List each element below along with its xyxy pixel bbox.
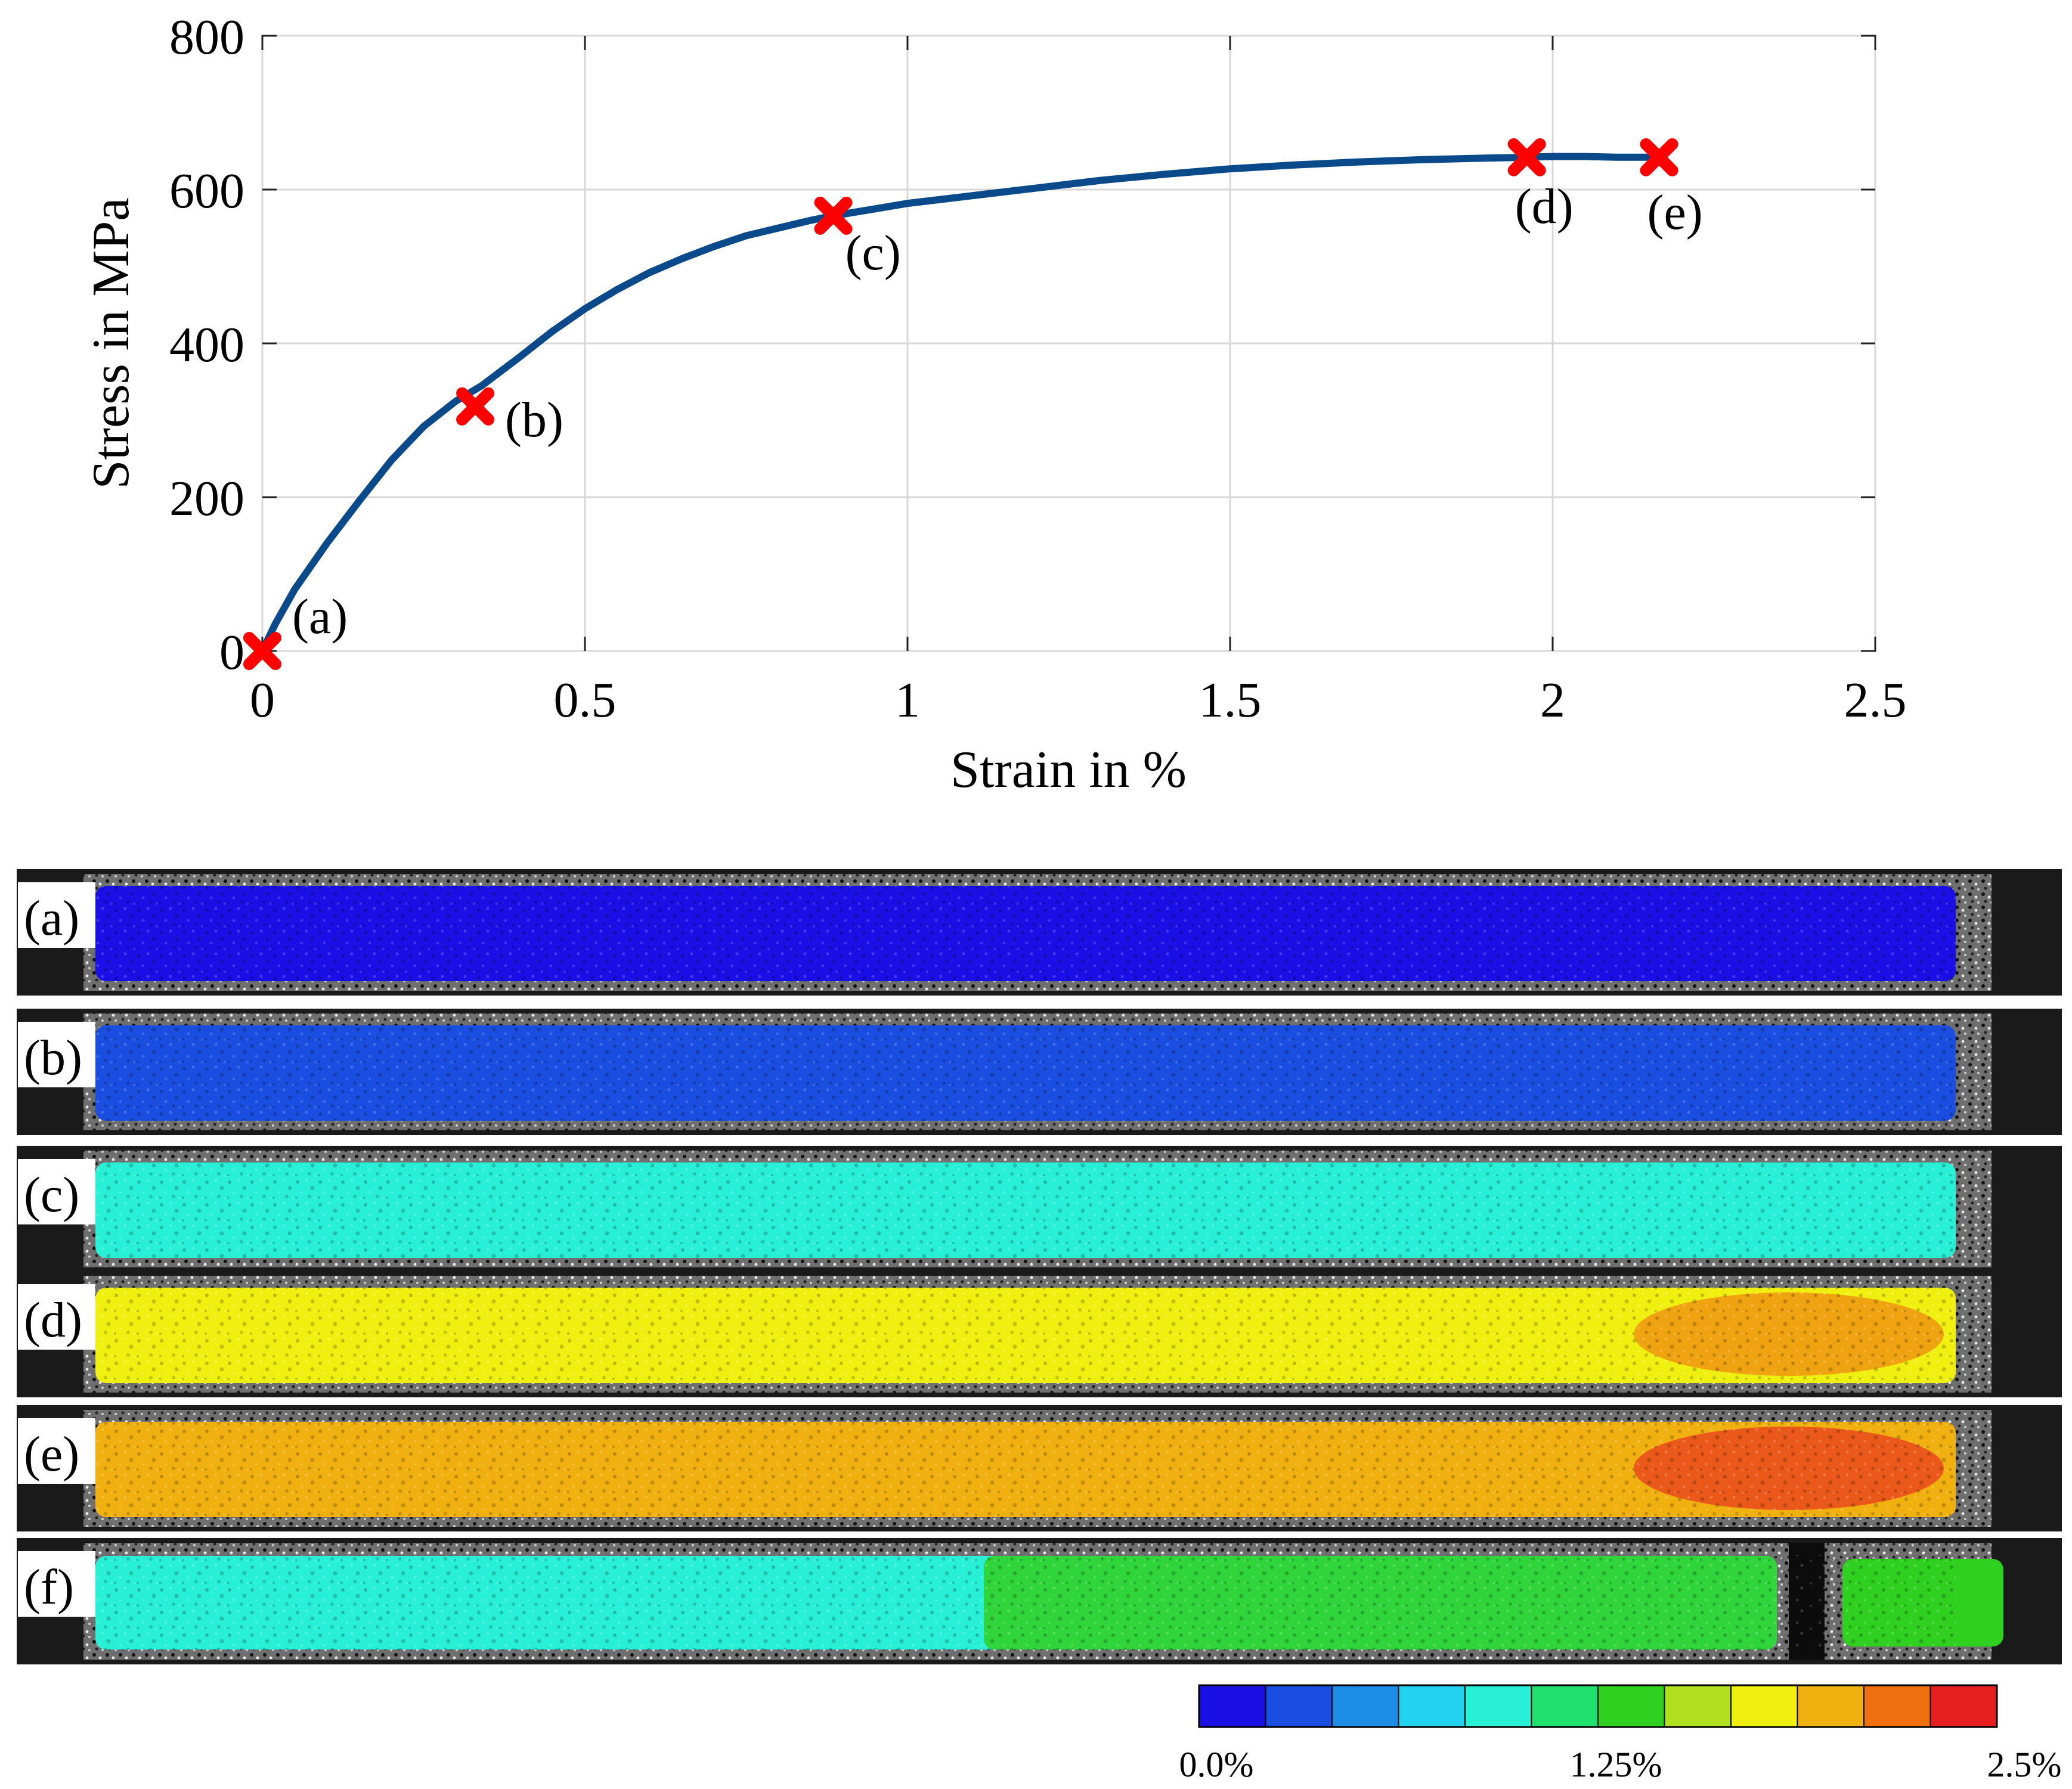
colorbar-mid-label: 1.25% [1570, 1745, 1662, 1784]
y-tick-label: 0 [219, 625, 244, 680]
gridlines [261, 35, 1876, 652]
speckle-overlay [95, 1555, 1956, 1650]
y-tick-label: 600 [169, 163, 244, 219]
dic-strip: (f) [17, 1538, 2062, 1664]
stress-strain-curve [259, 153, 1663, 655]
strip-label-box [18, 1022, 95, 1087]
axis-ticks [261, 35, 1876, 652]
colorbar-cell [1664, 1685, 1732, 1728]
dic-strip: (e) [17, 1405, 2062, 1531]
dic-strip: (c) [17, 1146, 2062, 1272]
x-tick-label: 2.5 [1844, 672, 1907, 728]
x-tick-label: 2 [1540, 672, 1565, 728]
dic-strip: (a) [17, 869, 2062, 996]
data-marker [1640, 138, 1678, 176]
colorbar-cell [1863, 1685, 1931, 1728]
dic-strip: (b) [17, 1009, 2062, 1135]
data-marker [814, 196, 853, 235]
colorbar-cell [1597, 1685, 1665, 1728]
x-tick-label: 1 [895, 672, 920, 728]
x-tick-label: 0 [250, 672, 275, 728]
strip-label-box [18, 1159, 95, 1224]
y-tick-label: 800 [169, 10, 244, 65]
marker-label: (b) [505, 392, 563, 448]
colorbar-cell [1531, 1685, 1599, 1728]
strip-label: (e) [24, 1427, 79, 1482]
strip-label: (d) [24, 1292, 82, 1348]
marker-label: (e) [1647, 185, 1703, 240]
strip-label: (c) [24, 1167, 79, 1223]
colorbar-max-label: 2.5% [1987, 1745, 2062, 1784]
marker-points: (a) (b) (c) (d) (e) [243, 138, 1703, 670]
speckle-overlay [95, 886, 1956, 981]
x-tick-label: 0.5 [554, 672, 617, 728]
strip-label: (b) [24, 1030, 82, 1086]
colorbar-cell [1331, 1685, 1399, 1728]
colorbar-cell [1265, 1685, 1333, 1728]
marker-label: (d) [1515, 179, 1574, 234]
strip-label-box [18, 1284, 95, 1350]
strip-label: (f) [24, 1559, 74, 1615]
data-marker [1507, 138, 1546, 176]
speckle-overlay [95, 1422, 1956, 1517]
marker-label: (c) [845, 225, 901, 281]
x-axis-title: Strain in % [950, 741, 1187, 799]
y-tick-label: 400 [169, 317, 244, 373]
strip-label-box [18, 1418, 95, 1484]
strip-label: (a) [24, 891, 79, 946]
y-tick-label: 200 [169, 471, 244, 526]
dic-strain-strips: (a) (b) (c) (d) (e) (f) [17, 869, 2062, 1664]
colorbar-cell [1198, 1685, 1266, 1728]
speckle-overlay [95, 1162, 1956, 1258]
colorbar-cell [1797, 1685, 1865, 1728]
x-tick-label: 1.5 [1199, 672, 1262, 728]
colorbar-cell [1398, 1685, 1466, 1728]
colorbar-min-label: 0.0% [1179, 1745, 1254, 1784]
colorbar: 0.0% 1.25% 2.5% [1179, 1684, 2062, 1784]
axis-text: Strain in % Stress in MPa 0 0.5 1 1.5 2 2.5 0 2… [82, 10, 1907, 799]
colorbar-cell [1929, 1685, 1998, 1728]
plot-area: (a) (b) (c) (d) (e) [243, 35, 1876, 670]
colorbar-frame [1198, 1684, 1998, 1728]
y-axis-title: Stress in MPa [82, 198, 140, 489]
marker-label: (a) [292, 589, 348, 644]
data-marker [243, 632, 281, 670]
dic-strip: (d) [17, 1271, 2062, 1397]
strip-label-box [18, 1551, 95, 1617]
speckle-overlay [95, 1288, 1956, 1383]
speckle-overlay [95, 1025, 1956, 1121]
strip-label-box [18, 882, 95, 948]
colorbar-cell [1464, 1685, 1532, 1728]
data-marker [456, 387, 495, 426]
colorbar-cell [1730, 1685, 1798, 1728]
